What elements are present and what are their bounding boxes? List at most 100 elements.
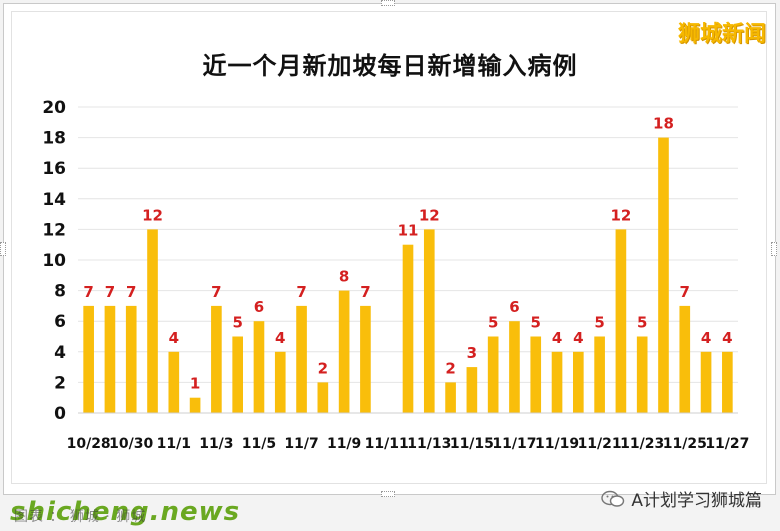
bar-value-label: 7 xyxy=(126,283,136,301)
bar xyxy=(679,305,691,413)
bar xyxy=(253,321,265,413)
bar xyxy=(722,351,733,413)
bar xyxy=(530,336,542,413)
x-tick-label: 11/7 xyxy=(284,436,318,452)
x-tick-label: 11/15 xyxy=(450,436,494,452)
bar-value-label: 5 xyxy=(637,314,647,332)
bar-value-label: 4 xyxy=(552,329,562,347)
bar-value-label: 4 xyxy=(573,329,583,347)
resize-handle-top[interactable] xyxy=(381,0,395,6)
x-tick-label: 11/9 xyxy=(327,436,361,452)
y-axis-ticks: 0 2 4 6 8 10 12 14 16 18 20 xyxy=(42,98,66,424)
y-tick-label: 4 xyxy=(54,343,66,363)
y-tick-label: 6 xyxy=(54,312,66,332)
bar-value-label: 4 xyxy=(275,329,285,347)
bar xyxy=(445,382,456,413)
y-tick-label: 14 xyxy=(42,190,66,210)
bar-value-label: 4 xyxy=(722,329,732,347)
resize-handle-right[interactable] xyxy=(771,242,777,256)
bar-value-label: 6 xyxy=(509,298,519,316)
wechat-account: A计划学习狮城篇 xyxy=(601,486,762,511)
bars xyxy=(83,137,733,413)
x-tick-label: 11/11 xyxy=(365,436,409,452)
bar-value-label: 7 xyxy=(680,283,690,301)
bar-value-label: 8 xyxy=(339,268,349,286)
bar-value-label: 3 xyxy=(467,344,477,362)
bar xyxy=(360,305,371,413)
chart-title: 近一个月新加坡每日新增输入病例 xyxy=(202,52,578,80)
bar xyxy=(189,397,201,413)
y-tick-label: 12 xyxy=(42,220,66,240)
bar xyxy=(296,305,307,413)
bar-value-label: 4 xyxy=(169,329,179,347)
bar xyxy=(402,244,414,413)
source-overlay-text: 图表 ： 狮城 · 狮城 xyxy=(14,509,147,525)
bar-value-label: 5 xyxy=(488,314,498,332)
bar-value-label: 12 xyxy=(142,206,163,224)
bar xyxy=(615,229,627,413)
y-tick-label: 20 xyxy=(42,98,66,118)
bar xyxy=(658,137,669,413)
x-tick-label: 11/17 xyxy=(492,436,536,452)
bar xyxy=(338,290,350,413)
bar-value-label: 5 xyxy=(594,314,604,332)
bar-value-label: 2 xyxy=(318,359,328,377)
bar-value-label: 6 xyxy=(254,298,264,316)
bar xyxy=(104,305,116,413)
x-tick-label: 10/28 xyxy=(67,436,111,452)
x-tick-label: 11/27 xyxy=(705,436,749,452)
bar-value-label: 12 xyxy=(419,206,440,224)
bar xyxy=(147,229,158,413)
resize-handle-left[interactable] xyxy=(0,242,6,256)
x-tick-label: 11/5 xyxy=(242,436,276,452)
bar-value-label: 5 xyxy=(531,314,541,332)
x-tick-label: 11/1 xyxy=(157,436,191,452)
y-tick-label: 10 xyxy=(42,251,66,271)
bar xyxy=(232,336,243,413)
bar xyxy=(466,367,478,413)
x-tick-label: 11/21 xyxy=(578,436,622,452)
bar-value-label: 18 xyxy=(653,115,674,133)
bar-value-label: 5 xyxy=(232,314,242,332)
bar xyxy=(700,351,712,413)
bar-value-label: 7 xyxy=(105,283,115,301)
bar xyxy=(211,305,222,413)
x-tick-label: 11/13 xyxy=(407,436,451,452)
y-tick-label: 2 xyxy=(54,373,66,393)
bar-value-label: 12 xyxy=(610,206,631,224)
bar-value-label: 7 xyxy=(211,283,221,301)
wechat-account-name: A计划学习狮城篇 xyxy=(631,491,762,511)
bar xyxy=(125,305,137,413)
bar xyxy=(274,351,286,413)
bar xyxy=(551,351,563,413)
bar xyxy=(487,336,499,413)
y-tick-label: 16 xyxy=(42,159,66,179)
y-tick-label: 0 xyxy=(54,404,66,424)
bar xyxy=(423,229,435,413)
bar xyxy=(83,305,94,413)
bar xyxy=(573,351,584,413)
bar-value-label: 7 xyxy=(83,283,93,301)
bar xyxy=(636,336,648,413)
bar xyxy=(168,351,180,413)
y-tick-label: 8 xyxy=(54,282,66,302)
resize-handle-bottom[interactable] xyxy=(381,491,395,497)
bar-value-label: 2 xyxy=(445,359,455,377)
x-tick-label: 10/30 xyxy=(109,436,153,452)
bar-value-label: 1 xyxy=(190,375,200,393)
x-tick-label: 11/23 xyxy=(620,436,664,452)
y-tick-label: 18 xyxy=(42,129,66,149)
site-watermark: 图表 ： 狮城 · 狮城 shicheng.news xyxy=(10,497,240,527)
x-tick-label: 11/3 xyxy=(199,436,233,452)
bar-value-label: 4 xyxy=(701,329,711,347)
bar xyxy=(509,321,520,413)
bar xyxy=(317,382,329,413)
bar-value-label: 11 xyxy=(398,222,419,240)
wechat-icon xyxy=(601,490,625,507)
x-tick-label: 11/19 xyxy=(535,436,579,452)
brand-watermark-top: 狮城新闻 xyxy=(677,22,766,47)
site-watermark-text: shicheng.news xyxy=(10,497,241,527)
